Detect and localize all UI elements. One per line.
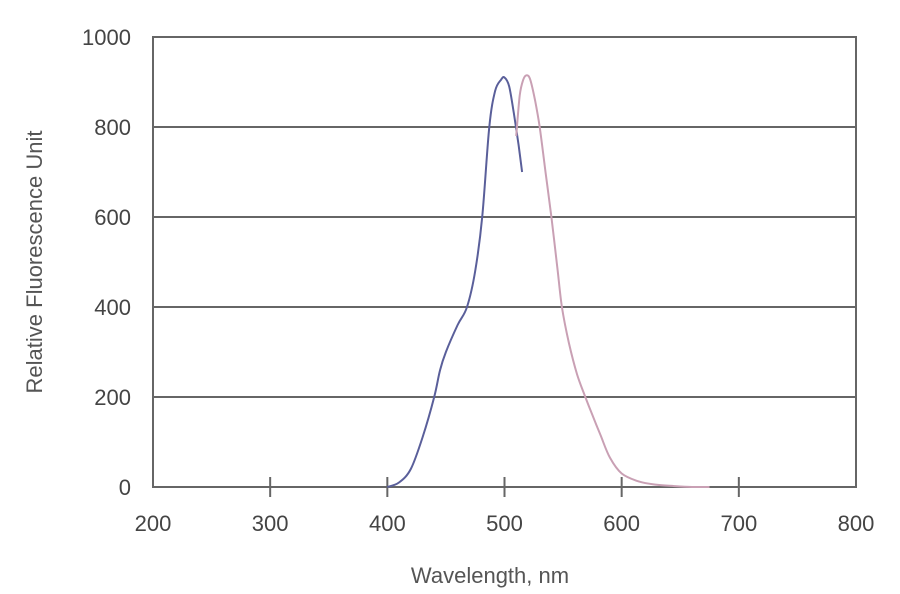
x-tick-label: 500: [486, 511, 523, 536]
y-tick-label: 800: [94, 115, 131, 140]
y-tick-label: 1000: [82, 25, 131, 50]
series-emission-line: [515, 74, 710, 489]
x-tick-label: 400: [369, 511, 406, 536]
x-tick-label: 200: [135, 511, 172, 536]
x-tick-label: 700: [720, 511, 757, 536]
y-tick-label: 400: [94, 295, 131, 320]
series-layer: [386, 74, 710, 489]
x-tick-label: 600: [603, 511, 640, 536]
series-excitation-line: [386, 76, 524, 488]
y-axis-tick-labels: 0 200 400 600 800 1000: [82, 25, 131, 500]
y-tick-label: 200: [94, 385, 131, 410]
x-axis-tick-labels: 200 300 400 500 600 700 800: [135, 511, 875, 536]
x-tick-label: 800: [838, 511, 875, 536]
y-tick-label: 0: [119, 475, 131, 500]
y-tick-label: 600: [94, 205, 131, 230]
horizontal-gridlines: [153, 126, 856, 398]
y-axis-title: Relative Fluorescence Unit: [22, 131, 47, 394]
x-tick-label: 300: [252, 511, 289, 536]
plot-frame: [152, 36, 857, 488]
x-axis-title: Wavelength, nm: [411, 563, 569, 588]
